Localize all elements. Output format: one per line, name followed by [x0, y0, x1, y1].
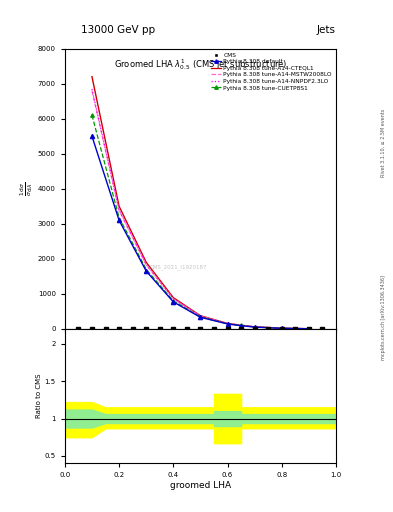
Text: CMS_2021_I1920187: CMS_2021_I1920187: [150, 264, 208, 270]
Text: Rivet 3.1.10, ≥ 2.5M events: Rivet 3.1.10, ≥ 2.5M events: [381, 109, 386, 178]
Text: Jets: Jets: [317, 25, 336, 35]
Y-axis label: $\frac{1}{\sigma}\frac{\mathrm{d}\sigma}{\mathrm{d}\lambda}$: $\frac{1}{\sigma}\frac{\mathrm{d}\sigma}…: [18, 182, 35, 196]
X-axis label: groomed LHA: groomed LHA: [170, 481, 231, 490]
Text: mcplots.cern.ch [arXiv:1306.3436]: mcplots.cern.ch [arXiv:1306.3436]: [381, 275, 386, 360]
Legend: CMS, Pythia 8.308 default, Pythia 8.308 tune-A14-CTEQL1, Pythia 8.308 tune-A14-M: CMS, Pythia 8.308 default, Pythia 8.308 …: [209, 52, 333, 92]
Text: 13000 GeV pp: 13000 GeV pp: [81, 25, 155, 35]
Text: Groomed LHA $\lambda^{1}_{0.5}$ (CMS jet substructure): Groomed LHA $\lambda^{1}_{0.5}$ (CMS jet…: [114, 57, 287, 72]
Y-axis label: Ratio to CMS: Ratio to CMS: [36, 374, 42, 418]
